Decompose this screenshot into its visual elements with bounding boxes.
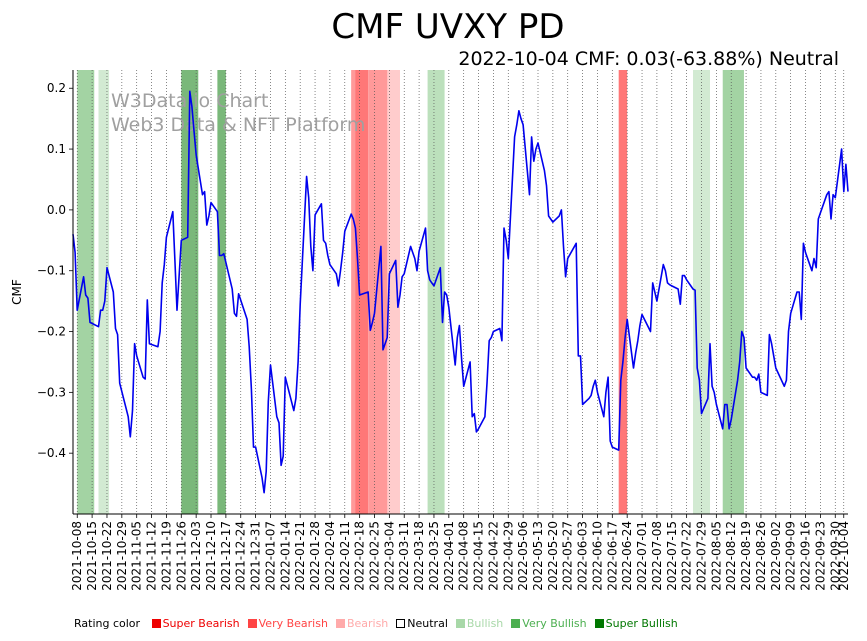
- rating-band-very_bullish: [722, 70, 744, 514]
- rating-band-very_bearish: [368, 70, 390, 514]
- x-tick-label: 2021-11-05: [130, 521, 144, 591]
- rating-band-bullish: [98, 70, 110, 514]
- x-tick-label: 2022-08-19: [739, 521, 753, 591]
- rating-band-bearish: [387, 70, 400, 514]
- x-tick-label: 2022-09-16: [799, 521, 813, 591]
- watermark-line-2: Web3 Data & NFT Platform: [111, 114, 365, 136]
- x-tick-label: 2021-12-17: [219, 521, 233, 591]
- x-tick-label: 2022-02-18: [353, 521, 367, 591]
- x-tick-label: 2022-07-29: [694, 521, 708, 591]
- x-tick-label: 2021-10-29: [115, 521, 129, 591]
- x-tick-label: 2021-12-31: [249, 521, 263, 591]
- x-tick-label: 2021-11-19: [159, 521, 173, 591]
- legend-label: Super Bearish: [162, 617, 240, 630]
- x-tick-label: 2022-03-11: [397, 521, 411, 591]
- x-tick-label: 2021-12-24: [234, 521, 248, 591]
- rating-band-super_bullish: [217, 70, 226, 514]
- x-tick-label: 2022-03-04: [382, 521, 396, 591]
- legend-label: Super Bullish: [605, 617, 678, 630]
- x-tick-label: 2022-05-27: [561, 521, 575, 591]
- cmf-series-line: [72, 90, 849, 494]
- x-tick-label: 2022-03-18: [412, 521, 426, 591]
- x-tick-label: 2022-09-23: [813, 521, 827, 591]
- legend-label: Very Bearish: [258, 617, 328, 630]
- x-tick-label: 2022-07-08: [650, 521, 664, 591]
- y-axis-ticks: 0.2 0.1 0.0 −0.1 −0.2 −0.3 −0.4: [37, 81, 73, 460]
- x-tick-label: 2022-04-22: [486, 521, 500, 591]
- x-tick-label: 2022-06-10: [590, 521, 604, 591]
- x-tick-label: 2022-08-26: [754, 521, 768, 591]
- x-tick-label: 2022-08-12: [724, 521, 738, 591]
- x-tick-label: 2022-09-30: [828, 521, 842, 591]
- axes: [72, 70, 848, 515]
- y-tick-label: −0.2: [37, 325, 66, 339]
- x-tick-label: 2022-01-28: [308, 521, 322, 591]
- legend-swatch: [151, 619, 161, 628]
- x-tick-label: 2022-06-24: [620, 521, 634, 591]
- y-tick-label: 0.0: [47, 203, 66, 217]
- x-tick-label: 2022-06-03: [576, 521, 590, 591]
- legend-title: Rating color: [74, 617, 141, 630]
- legend-label: Very Bullish: [522, 617, 587, 630]
- y-tick-label: −0.3: [37, 385, 66, 399]
- legend-label: Neutral: [407, 617, 448, 630]
- x-tick-label: 2021-11-26: [174, 521, 188, 591]
- x-tick-label: 2022-04-15: [472, 521, 486, 591]
- x-tick-label: 2022-10-04: [837, 521, 851, 591]
- rating-band-super_bullish: [181, 70, 199, 514]
- x-tick-label: 2021-10-15: [85, 521, 99, 591]
- y-tick-label: −0.1: [37, 264, 66, 278]
- legend-swatch: [396, 619, 406, 628]
- x-tick-label: 2022-04-08: [457, 521, 471, 591]
- x-tick-label: 2022-06-17: [605, 521, 619, 591]
- legend-swatch: [511, 619, 521, 628]
- y-tick-label: 0.2: [47, 81, 66, 95]
- y-tick-label: 0.1: [47, 142, 66, 156]
- legend-swatch: [455, 619, 465, 628]
- x-tick-label: 2021-12-10: [204, 521, 218, 591]
- x-tick-label: 2022-04-01: [442, 521, 456, 591]
- x-tick-label: 2022-07-22: [680, 521, 694, 591]
- x-tick-label: 2022-01-21: [293, 521, 307, 591]
- x-tick-label: 2022-02-25: [368, 521, 382, 591]
- legend-label: Bearish: [346, 617, 389, 630]
- x-tick-label: 2022-05-13: [531, 521, 545, 591]
- x-tick-label: 2022-04-29: [501, 521, 515, 591]
- x-tick-label: 2022-09-02: [769, 521, 783, 591]
- rating-legend: Rating color Super Bearish Very Bearish Be…: [74, 617, 682, 630]
- x-tick-label: 2022-02-11: [338, 521, 352, 591]
- x-tick-label: 2022-01-07: [263, 521, 277, 591]
- x-tick-label: 2022-07-15: [665, 521, 679, 591]
- rating-band-super_bearish: [618, 70, 628, 514]
- x-tick-label: 2022-07-01: [635, 521, 649, 591]
- x-axis-ticks: 2021-10-08 2021-10-15 2021-10-22 2021-10-29…: [70, 514, 851, 591]
- chart-title: CMF UVXY PD: [331, 7, 564, 47]
- x-tick-label: 2021-11-12: [145, 521, 159, 591]
- x-tick-label: 2022-08-05: [709, 521, 723, 591]
- legend-swatch: [335, 619, 345, 628]
- legend-items: Super Bearish Very Bearish Bearish Neutral B…: [146, 617, 680, 630]
- x-tick-label: 2022-02-04: [323, 521, 337, 591]
- x-tick-label: 2021-10-08: [70, 521, 84, 591]
- x-tick-label: 2022-03-25: [427, 521, 441, 591]
- x-tick-label: 2022-05-20: [546, 521, 560, 591]
- rating-bands: [77, 70, 744, 514]
- y-axis-label: CMF: [10, 279, 24, 305]
- rating-band-super_bearish: [355, 70, 369, 514]
- x-tick-label: 2022-09-09: [784, 521, 798, 591]
- chart-subtitle: 2022-10-04 CMF: 0.03(-63.88%) Neutral: [458, 48, 839, 70]
- x-tick-label: 2021-12-03: [189, 521, 203, 591]
- rating-band-very_bearish: [351, 70, 358, 514]
- rating-band-bullish_mid: [427, 70, 445, 514]
- legend-swatch: [247, 619, 257, 628]
- legend-swatch: [594, 619, 604, 628]
- x-tick-label: 2022-01-14: [278, 521, 292, 591]
- x-tick-label: 2022-05-06: [516, 521, 530, 591]
- x-tick-label: 2021-10-22: [100, 521, 114, 591]
- legend-label: Bullish: [466, 617, 504, 630]
- y-tick-label: −0.4: [37, 446, 66, 460]
